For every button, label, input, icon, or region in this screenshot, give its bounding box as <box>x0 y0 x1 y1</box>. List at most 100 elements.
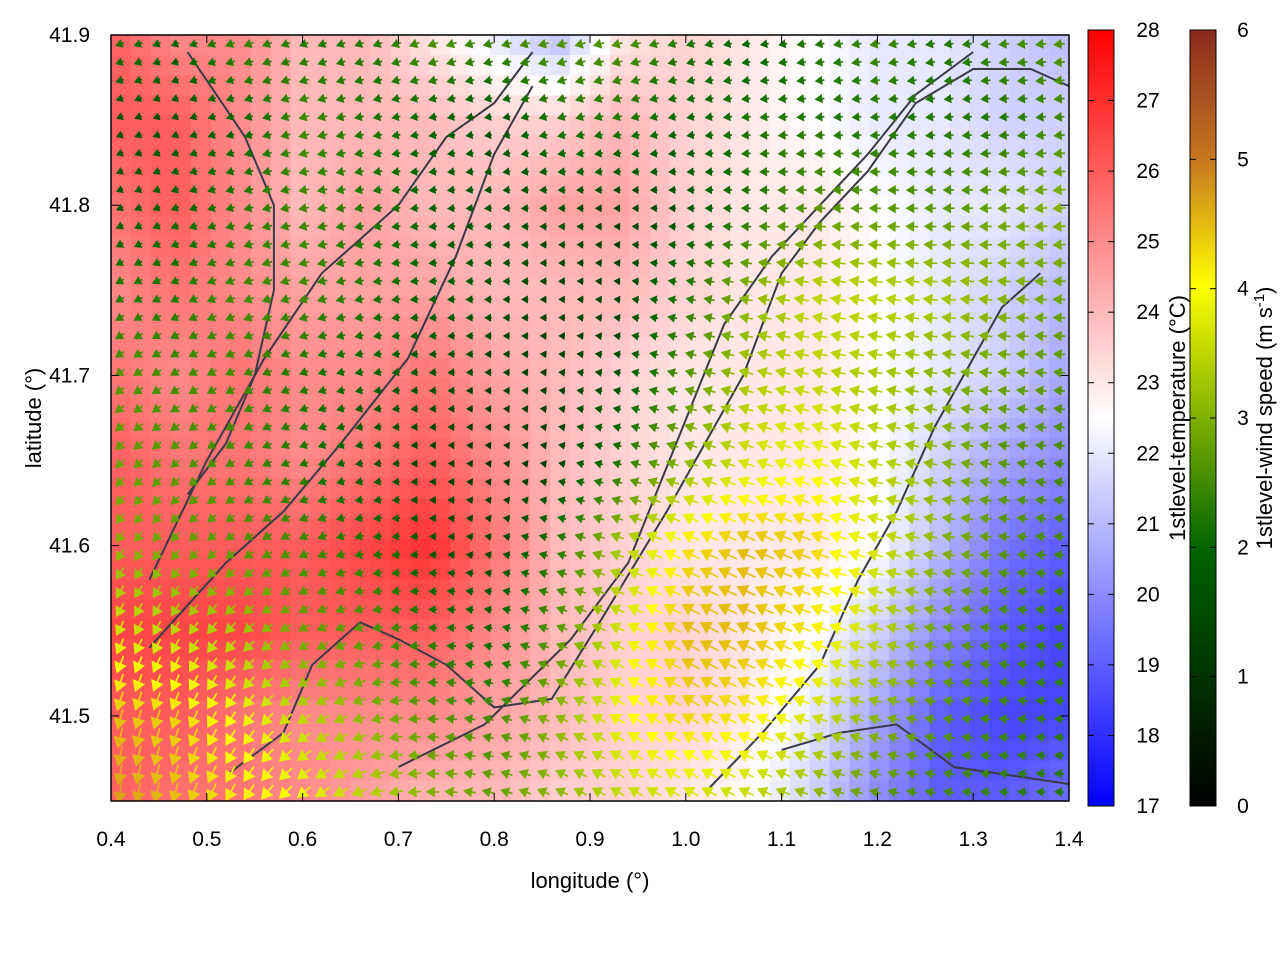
wind-arrow <box>612 459 622 469</box>
heatmap-cell <box>230 297 252 318</box>
heatmap-cell <box>450 377 471 399</box>
wind-arrow <box>465 167 474 176</box>
wind-arrow <box>170 239 180 249</box>
wind-arrow <box>593 75 604 85</box>
wind-arrow <box>1035 130 1047 141</box>
wind-arrow <box>170 75 180 84</box>
heatmap-cell <box>989 579 1010 601</box>
heatmap-cell <box>210 619 232 641</box>
wind-arrow <box>539 277 547 286</box>
temperature-colorbar-tick-label: 18 <box>1136 724 1159 747</box>
wind-arrow <box>812 257 827 269</box>
wind-arrow <box>502 350 510 359</box>
wind-arrow <box>1034 312 1048 324</box>
wind-arrow <box>262 421 273 431</box>
wind-arrow <box>959 257 974 269</box>
wind-arrow <box>960 422 974 433</box>
wind-arrow <box>829 457 847 470</box>
wind-arrow <box>410 331 419 341</box>
heatmap-cell <box>470 518 491 540</box>
heatmap-cell <box>590 317 611 338</box>
heatmap-cell <box>210 135 232 157</box>
wind-arrow <box>867 330 883 343</box>
wind-arrow <box>225 440 236 449</box>
heatmap-cell <box>609 276 631 298</box>
wind-arrow <box>888 57 899 67</box>
heatmap-cell <box>350 760 372 782</box>
wind-arrow <box>1015 294 1029 306</box>
wind-arrow <box>262 403 273 413</box>
heatmap-cell <box>410 377 431 399</box>
heatmap-cell <box>909 397 930 419</box>
heatmap-cell <box>709 135 731 157</box>
heatmap-cell <box>689 155 711 177</box>
wind-arrow <box>978 330 993 342</box>
heatmap-cell <box>210 155 232 177</box>
wind-arrow <box>521 277 529 286</box>
wind-arrow <box>649 185 658 195</box>
heatmap-cell <box>130 780 152 801</box>
wind-arrow <box>811 366 828 379</box>
wind-arrow <box>924 166 936 177</box>
heatmap-cell <box>111 256 132 278</box>
heatmap-cell <box>390 75 411 97</box>
wind-arrow <box>170 403 181 413</box>
wind-arrow <box>206 421 217 431</box>
wind-arrow <box>630 423 641 433</box>
wind-arrow <box>594 295 602 304</box>
wind-arrow <box>243 275 254 286</box>
wind-arrow <box>170 185 180 194</box>
wind-arrow <box>225 203 235 213</box>
wind-arrow <box>133 276 143 285</box>
heatmap-cell <box>590 297 611 318</box>
wind-arrow <box>594 459 603 469</box>
heatmap-cell <box>150 276 172 298</box>
wind-arrow <box>503 423 510 432</box>
wind-arrow <box>686 149 695 158</box>
wind-arrow <box>793 293 810 306</box>
wind-arrow <box>1016 93 1028 104</box>
wind-arrow <box>409 185 419 195</box>
heatmap-cell <box>550 357 571 379</box>
wind-arrow <box>151 458 162 469</box>
wind-arrow <box>959 330 974 342</box>
wind-arrow <box>465 222 474 231</box>
wind-arrow <box>152 203 161 212</box>
wind-arrow <box>630 441 641 451</box>
wind-arrow <box>538 148 548 158</box>
wind-arrow <box>648 75 659 85</box>
heatmap-cell <box>530 256 551 278</box>
wind-arrow <box>906 148 918 159</box>
heatmap-cell <box>350 115 372 137</box>
heatmap-cell <box>290 55 312 76</box>
heatmap-cell <box>649 760 671 782</box>
heatmap-cell <box>789 55 811 76</box>
heatmap-cell <box>470 438 491 459</box>
heatmap-cell <box>470 135 491 157</box>
wind-arrow <box>428 294 437 304</box>
heatmap-cell <box>530 236 551 258</box>
heatmap-cell <box>450 700 471 721</box>
heatmap-cell <box>490 418 511 439</box>
wind-arrow <box>576 459 585 469</box>
heatmap-cell <box>629 377 651 399</box>
wind-arrow <box>354 422 364 431</box>
wind-arrow <box>905 221 919 232</box>
wind-arrow <box>740 167 751 177</box>
heatmap-cell <box>749 196 771 218</box>
heatmap-cell <box>550 720 571 742</box>
heatmap-cell <box>949 700 970 721</box>
wind-arrow <box>280 294 291 304</box>
heatmap-cell <box>550 236 571 258</box>
wind-arrow <box>483 222 492 231</box>
wind-arrow <box>1053 422 1065 433</box>
wind-arrow <box>631 167 640 176</box>
wind-arrow <box>225 166 235 176</box>
heatmap-cell <box>590 256 611 278</box>
wind-arrow <box>502 368 510 377</box>
x-tick-label: 0.8 <box>480 828 509 851</box>
heatmap-cell <box>530 196 551 218</box>
wind-arrow <box>922 440 938 452</box>
wind-arrow <box>758 239 771 251</box>
heatmap-cell <box>909 478 930 500</box>
